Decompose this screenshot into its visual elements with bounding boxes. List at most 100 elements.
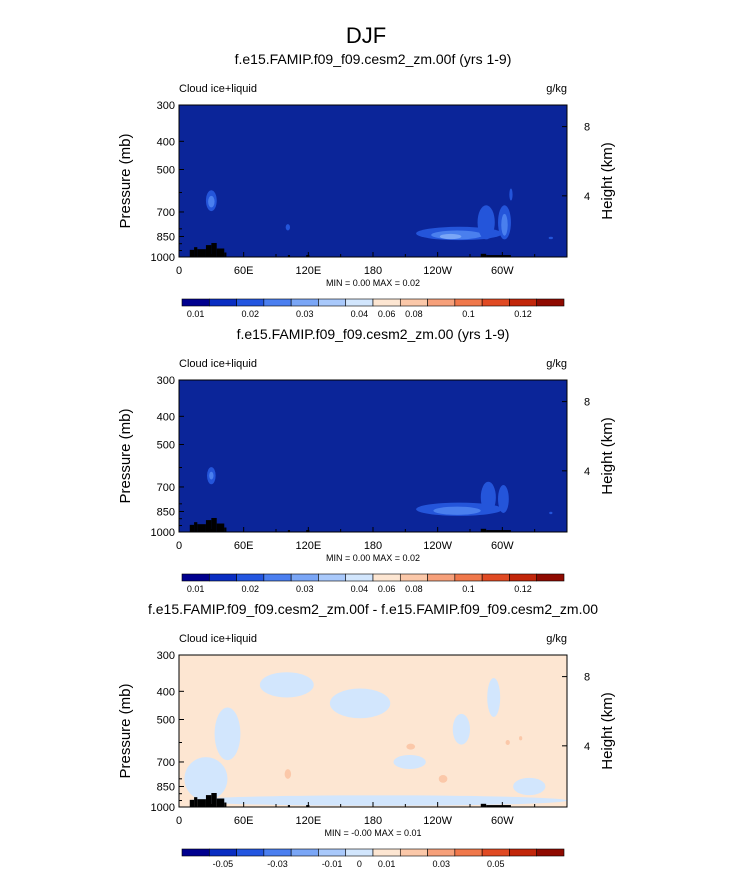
topography-mask bbox=[189, 249, 195, 257]
x-tick-label: 120E bbox=[295, 265, 321, 277]
x-tick-label: 60W bbox=[491, 265, 514, 277]
y-tick-label: 300 bbox=[157, 375, 175, 387]
colorbar-box bbox=[399, 298, 428, 307]
colorbar-box bbox=[399, 848, 428, 857]
colorbar-box bbox=[372, 298, 401, 307]
topography-mask bbox=[211, 517, 217, 532]
colorbar-box bbox=[290, 298, 319, 307]
y-tick-label: 400 bbox=[157, 136, 175, 148]
colorbar-box bbox=[509, 298, 538, 307]
field-background bbox=[179, 655, 567, 807]
colorbar-box bbox=[181, 298, 210, 307]
y-tick-label: 1000 bbox=[151, 802, 175, 814]
variable-label: Cloud ice+liquid bbox=[179, 633, 257, 645]
contour-region bbox=[487, 678, 501, 717]
x-tick-label: 180 bbox=[364, 265, 382, 277]
x-tick-label: 60E bbox=[234, 265, 254, 277]
contour-region bbox=[433, 506, 481, 515]
units-label: g/kg bbox=[546, 358, 567, 370]
topography-mask bbox=[194, 522, 198, 532]
colorbar-box bbox=[236, 848, 265, 857]
colorbar: -0.05 -0.03 -0.01 0 0.01 0.03 0.05 bbox=[181, 848, 565, 869]
topography-mask bbox=[287, 530, 291, 532]
colorbar-label: 0.01 bbox=[378, 859, 396, 869]
colorbar-label: 0.12 bbox=[514, 309, 532, 319]
colorbar-box bbox=[454, 298, 483, 307]
colorbar-label: 0.06 bbox=[378, 309, 396, 319]
topography-mask bbox=[189, 524, 195, 532]
colorbar-label: -0.05 bbox=[213, 859, 234, 869]
variable-label: Cloud ice+liquid bbox=[179, 83, 257, 95]
topography-mask bbox=[486, 255, 511, 257]
colorbar-box bbox=[372, 573, 401, 582]
x-tick-label: 120E bbox=[295, 540, 321, 552]
x-tick-label: 0 bbox=[176, 265, 182, 277]
x-tick-label: 120W bbox=[423, 265, 452, 277]
topography-mask bbox=[306, 805, 310, 807]
topography-mask bbox=[211, 792, 217, 807]
colorbar-label: 0.01 bbox=[187, 309, 205, 319]
units-label: g/kg bbox=[546, 83, 567, 95]
colorbar-box bbox=[399, 573, 428, 582]
contour-region bbox=[498, 485, 509, 513]
contour-region bbox=[208, 195, 215, 208]
panel-1: f.e15.FAMIP.f09_f09.cesm2_zm.00f (yrs 1-… bbox=[117, 51, 616, 319]
x-tick-label: 0 bbox=[176, 815, 182, 827]
topography-mask bbox=[306, 530, 310, 532]
contour-region bbox=[438, 774, 448, 783]
y-tick-label: 400 bbox=[157, 411, 175, 423]
contour-region bbox=[259, 672, 314, 698]
topography-mask bbox=[189, 799, 195, 807]
colorbar-box bbox=[454, 573, 483, 582]
contour-region bbox=[209, 471, 214, 480]
y-tick-label: 700 bbox=[157, 482, 175, 494]
contour-region bbox=[214, 707, 241, 761]
colorbar-label: 0.03 bbox=[432, 859, 450, 869]
colorbar-box bbox=[427, 298, 456, 307]
topography-mask bbox=[306, 255, 310, 257]
colorbar-label: 0.01 bbox=[187, 584, 205, 594]
x-tick-label: 180 bbox=[364, 815, 382, 827]
topography-mask bbox=[205, 795, 212, 807]
colorbar-box bbox=[345, 573, 374, 582]
colorbar-label: 0.1 bbox=[462, 584, 475, 594]
contour-region bbox=[513, 777, 546, 796]
colorbar-box bbox=[263, 573, 292, 582]
y-tick-label: 500 bbox=[157, 439, 175, 451]
colorbar-box bbox=[181, 848, 210, 857]
topography-mask bbox=[224, 252, 227, 257]
topography-mask bbox=[194, 797, 198, 807]
colorbar-box bbox=[318, 573, 347, 582]
y-tick-label: 500 bbox=[157, 164, 175, 176]
y-tick-label: 1000 bbox=[151, 527, 175, 539]
topography-mask bbox=[224, 802, 227, 807]
contour-region bbox=[184, 757, 228, 801]
units-label: g/kg bbox=[546, 633, 567, 645]
field-background bbox=[179, 380, 567, 532]
contour-region bbox=[505, 740, 510, 746]
contour-region bbox=[480, 481, 496, 513]
y-tick-label: 700 bbox=[157, 207, 175, 219]
colorbar-box bbox=[536, 573, 565, 582]
topography-mask bbox=[205, 520, 212, 532]
height-tick-label: 8 bbox=[584, 397, 590, 409]
x-tick-label: 60W bbox=[491, 815, 514, 827]
topography-mask bbox=[197, 799, 206, 807]
x-tick-label: 60W bbox=[491, 540, 514, 552]
topography-mask bbox=[480, 803, 487, 807]
colorbar-label: 0.04 bbox=[351, 584, 369, 594]
y-tick-label: 300 bbox=[157, 100, 175, 112]
contour-region bbox=[477, 205, 495, 240]
contour-region bbox=[509, 188, 513, 201]
x-tick-label: 120W bbox=[423, 815, 452, 827]
contour-region bbox=[439, 233, 462, 240]
contour-region bbox=[452, 713, 470, 745]
colorbar-label: -0.03 bbox=[267, 859, 288, 869]
colorbar-box bbox=[481, 848, 510, 857]
height-tick-label: 8 bbox=[584, 122, 590, 134]
colorbar-label: 0.08 bbox=[405, 309, 423, 319]
colorbar-label: 0.06 bbox=[378, 584, 396, 594]
panel-title: f.e15.FAMIP.f09_f09.cesm2_zm.00f - f.e15… bbox=[148, 601, 598, 617]
topography-mask bbox=[287, 805, 291, 807]
colorbar-box bbox=[208, 573, 237, 582]
